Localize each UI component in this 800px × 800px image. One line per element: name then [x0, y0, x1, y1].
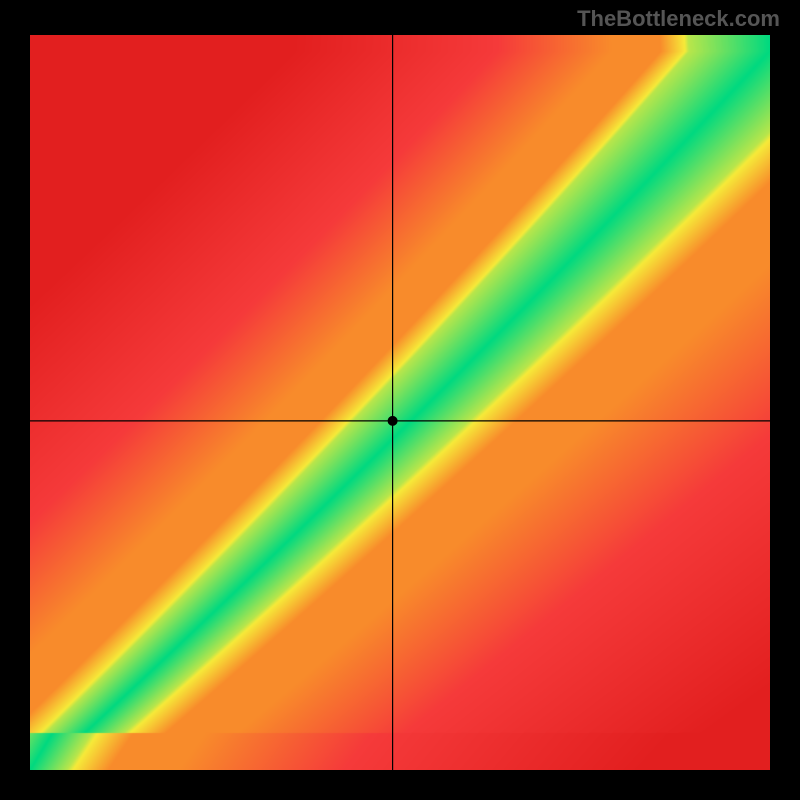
chart-container: TheBottleneck.com [0, 0, 800, 800]
watermark-text: TheBottleneck.com [577, 6, 780, 32]
heatmap-canvas [30, 35, 770, 770]
